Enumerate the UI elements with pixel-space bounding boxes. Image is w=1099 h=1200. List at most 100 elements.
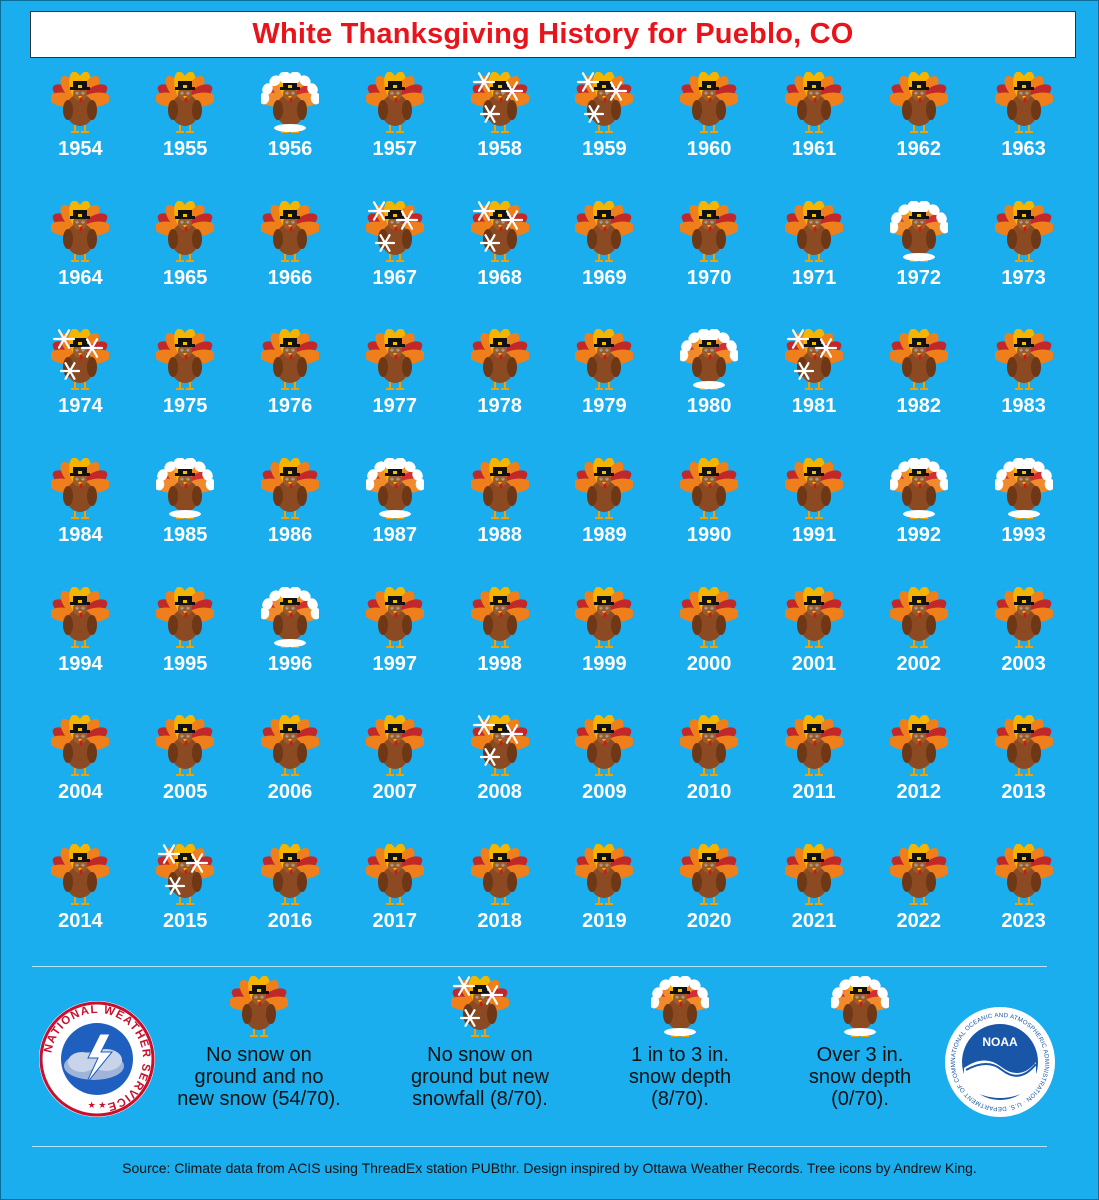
year-label: 2002 <box>896 652 942 675</box>
year-label: 2023 <box>1001 910 1046 933</box>
year-cell-1977: 1977 <box>342 329 447 458</box>
year-label: 2022 <box>896 910 942 933</box>
snowy-turkey-icon <box>680 329 739 393</box>
snowflake-turkey-icon <box>470 200 529 265</box>
turkey-icon <box>51 200 110 265</box>
turkey-icon <box>680 200 739 265</box>
year-grid: 1954 1955 1956 1957 1958 1959 1960 1961 1962 1963… <box>28 72 1076 973</box>
legend-item-snow1to3: 1 in to 3 in. snow depth (8/70). <box>595 976 765 1110</box>
year-label: 1978 <box>477 395 522 418</box>
year-cell-1972: 1972 <box>866 200 971 330</box>
year-cell-1966: 1966 <box>238 200 343 330</box>
legend-line: 1 in to 3 in. <box>631 1044 729 1066</box>
year-label: 1999 <box>582 652 627 675</box>
snowy-turkey-icon <box>260 72 319 136</box>
year-label: 1988 <box>477 524 522 547</box>
year-cell-1994: 1994 <box>28 586 133 716</box>
year-label: 2005 <box>162 781 208 804</box>
turkey-icon <box>680 844 739 908</box>
legend-text: No snow on ground and no new snow (54/70). <box>177 1044 340 1110</box>
source-note: Source: Climate data from ACIS using Thr… <box>122 1160 977 1176</box>
divider-top <box>32 966 1047 967</box>
legend-line: (0/70). <box>831 1088 889 1110</box>
year-cell-1978: 1978 <box>447 329 552 458</box>
year-label: 1954 <box>58 138 103 160</box>
year-label: 1970 <box>686 266 732 289</box>
snowy-turkey-icon <box>260 586 319 651</box>
year-cell-1954: 1954 <box>28 72 133 201</box>
year-cell-1957: 1957 <box>342 72 447 201</box>
legend-line: No snow on <box>206 1044 312 1066</box>
snowflake-turkey-icon <box>575 72 634 136</box>
year-label: 1980 <box>686 395 732 418</box>
snowflake-turkey-icon <box>365 200 424 265</box>
year-cell-1971: 1971 <box>762 200 867 330</box>
year-cell-1958: 1958 <box>447 72 552 201</box>
year-label: 1968 <box>477 266 522 289</box>
year-cell-2013: 2013 <box>971 715 1076 844</box>
year-cell-1993: 1993 <box>971 458 1076 587</box>
year-cell-2000: 2000 <box>657 586 762 716</box>
turkey-icon <box>156 72 215 136</box>
turkey-icon <box>575 458 634 522</box>
snowy-turkey-icon <box>994 458 1053 522</box>
turkey-icon <box>784 586 843 651</box>
turkey-icon <box>51 586 110 651</box>
year-cell-1962: 1962 <box>866 72 971 201</box>
turkey-icon <box>889 72 948 136</box>
year-cell-1974: 1974 <box>28 329 133 458</box>
year-label: 1990 <box>686 524 732 547</box>
legend-line: snowfall (8/70). <box>412 1088 548 1110</box>
noaa-logo-text: NOAA <box>982 1035 1018 1049</box>
turkey-icon <box>260 715 319 779</box>
year-label: 1993 <box>1001 524 1046 547</box>
year-label: 2020 <box>686 910 732 933</box>
year-label: 2014 <box>58 910 103 933</box>
snowflake-turkey-icon <box>470 715 529 779</box>
year-label: 1975 <box>162 395 208 418</box>
year-label: 1969 <box>582 266 627 289</box>
year-label: 2021 <box>791 910 837 933</box>
legend-line: snow depth <box>808 1066 912 1088</box>
year-cell-1956: 1956 <box>238 72 343 201</box>
year-cell-1960: 1960 <box>657 72 762 201</box>
year-cell-1991: 1991 <box>762 458 867 587</box>
year-label: 1973 <box>1001 266 1046 289</box>
year-label: 1961 <box>791 138 837 160</box>
turkey-icon <box>260 844 319 908</box>
legend-turkey-icon <box>451 976 509 1040</box>
legend-turkey-icon <box>230 976 288 1040</box>
year-cell-2021: 2021 <box>762 844 867 973</box>
year-label: 1965 <box>162 266 208 289</box>
turkey-icon <box>994 586 1053 651</box>
turkey-icon <box>784 458 843 522</box>
year-label: 1955 <box>162 138 208 160</box>
year-label: 1962 <box>896 138 942 160</box>
legend-turkey-icon <box>831 976 889 1040</box>
turkey-icon <box>994 329 1053 393</box>
turkey-icon <box>680 72 739 136</box>
legend-line: No snow on <box>427 1044 533 1066</box>
turkey-icon <box>994 72 1053 136</box>
year-cell-2015: 2015 <box>133 844 238 973</box>
year-cell-1959: 1959 <box>552 72 657 201</box>
year-label: 1963 <box>1001 138 1046 160</box>
svg-text:★ ★: ★ ★ <box>88 1100 107 1110</box>
snowy-turkey-icon <box>365 458 424 522</box>
title-box: White Thanksgiving History for Pueblo, C… <box>30 11 1076 58</box>
year-label: 2000 <box>686 652 732 675</box>
year-label: 1997 <box>372 652 418 675</box>
year-cell-1965: 1965 <box>133 200 238 330</box>
year-label: 1964 <box>58 266 103 289</box>
snowy-turkey-icon <box>156 458 215 522</box>
year-label: 1967 <box>372 266 418 289</box>
year-cell-1980: 1980 <box>657 329 762 458</box>
turkey-icon <box>994 715 1053 779</box>
legend-line: ground but new <box>411 1066 549 1088</box>
turkey-icon <box>156 586 215 651</box>
year-cell-2010: 2010 <box>657 715 762 844</box>
year-cell-1973: 1973 <box>971 200 1076 330</box>
year-cell-2001: 2001 <box>762 586 867 716</box>
year-cell-1982: 1982 <box>866 329 971 458</box>
turkey-icon <box>51 72 110 136</box>
